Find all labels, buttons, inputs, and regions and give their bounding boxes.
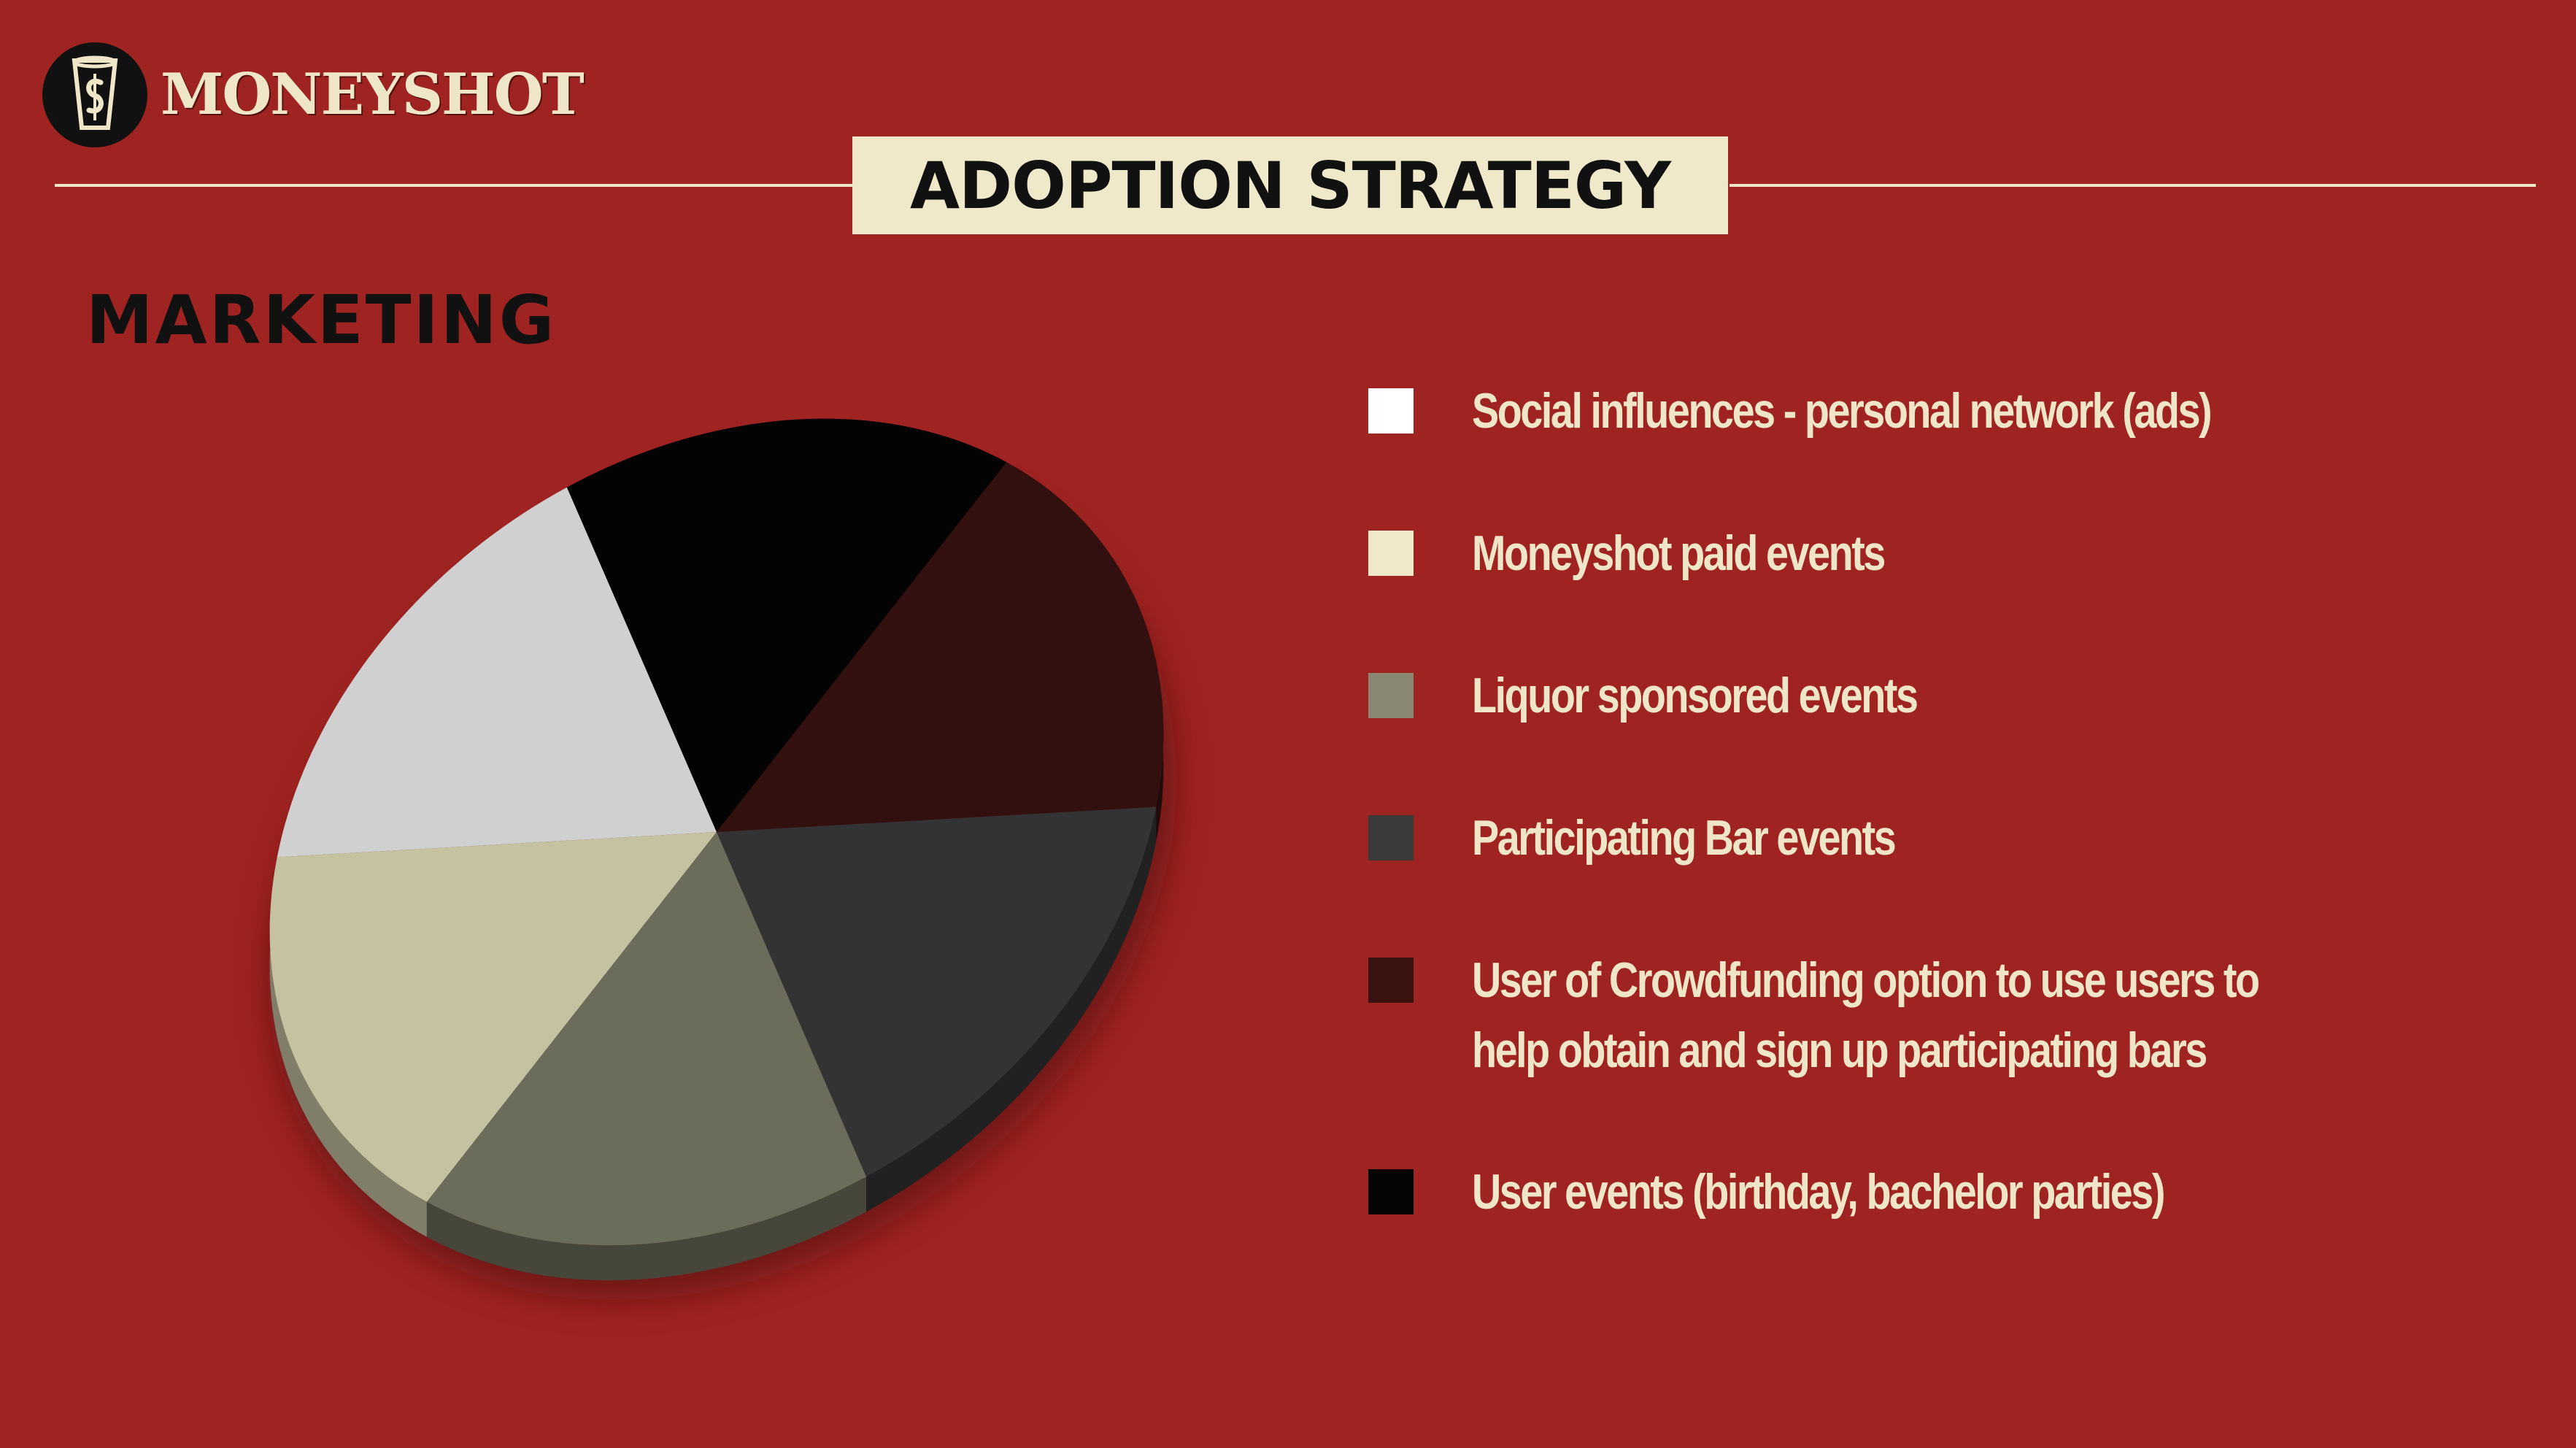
pie-slice (717, 806, 1157, 1177)
brand-logo[interactable]: MONEYSHOT (42, 42, 585, 147)
legend-item: Liquor sponsored events (1368, 661, 2576, 731)
pie-slice (277, 487, 717, 858)
pie-chart (268, 418, 1177, 1301)
pie-slice-side (866, 806, 1157, 1212)
pie-slice (717, 462, 1164, 832)
legend-label: Moneyshot paid events (1472, 525, 1886, 581)
legend-label: Liquor sponsored events (1472, 668, 1918, 723)
legend-item: Moneyshot paid events (1368, 518, 2576, 588)
legend-swatch (1368, 815, 1414, 860)
legend-swatch (1368, 531, 1414, 576)
section-heading: MARKETING (86, 281, 557, 359)
pie-slice-side (269, 857, 427, 1237)
logo-wordmark: MONEYSHOT (161, 61, 585, 128)
header-rule-right (1729, 184, 2536, 187)
legend-item: Social influences - personal network (ad… (1368, 376, 2576, 446)
header-rule-left (55, 184, 854, 187)
page-title: ADOPTION STRATEGY (910, 147, 1671, 223)
pie-slice-side (426, 1176, 867, 1281)
legend-label: User events (birthday, bachelor parties) (1472, 1164, 2165, 1220)
legend-label: Participating Bar events (1472, 810, 1897, 866)
legend-label: User of Crowdfunding option to use users… (1472, 952, 2260, 1078)
legend-swatch (1368, 673, 1414, 718)
legend-item: User of Crowdfunding option to use users… (1368, 945, 2576, 1085)
legend-swatch (1368, 388, 1414, 434)
legend-swatch (1368, 958, 1414, 1003)
shot-glass-icon (42, 42, 147, 147)
legend-item: User events (birthday, bachelor parties) (1368, 1157, 2576, 1227)
pie-slice (269, 832, 717, 1202)
title-banner: ADOPTION STRATEGY (852, 136, 1728, 234)
pie-top (269, 418, 1164, 1246)
legend-item: Participating Bar events (1368, 803, 2576, 873)
legend-label: Social influences - personal network (ad… (1472, 383, 2213, 439)
pie-slice (566, 418, 1007, 832)
pie-slice (426, 832, 867, 1246)
legend-swatch (1368, 1169, 1414, 1214)
